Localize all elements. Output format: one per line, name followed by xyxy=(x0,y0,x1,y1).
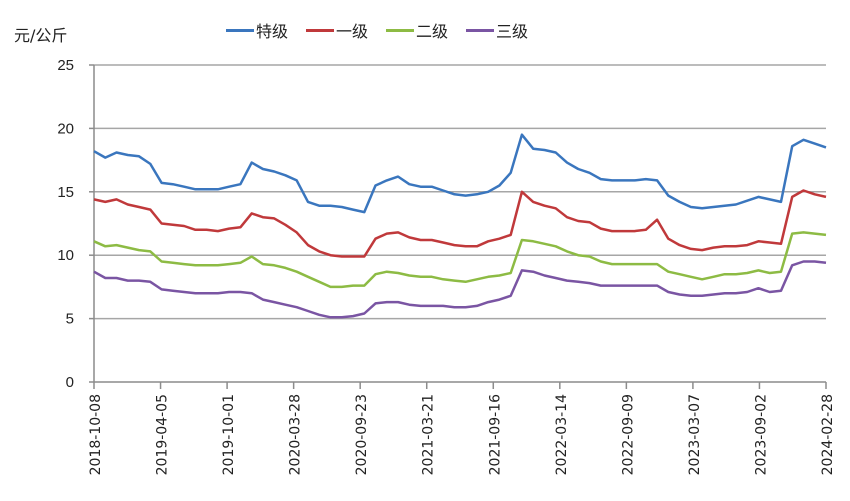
series-lines xyxy=(93,133,827,319)
gridlines xyxy=(94,64,826,320)
legend-label: 二级 xyxy=(416,22,449,41)
x-tick-label: 2019-04-05 xyxy=(155,394,171,475)
y-tick-label: 15 xyxy=(57,184,74,201)
legend-item-special-grade: 特级 xyxy=(226,18,288,42)
legend-label: 一级 xyxy=(336,22,369,41)
y-axis-unit-label: 元/公斤 xyxy=(14,26,68,45)
x-tick-label: 2020-03-28 xyxy=(288,394,304,475)
legend-swatch-icon xyxy=(226,28,254,32)
x-tick-label: 2022-03-14 xyxy=(554,394,570,475)
series-line xyxy=(93,133,827,214)
x-tick-label: 2023-09-02 xyxy=(753,394,769,475)
series-line xyxy=(93,231,827,289)
y-tick-label: 5 xyxy=(66,311,74,328)
legend: 特级 一级 二级 三级 xyxy=(226,18,528,42)
x-tick-label: 2020-09-23 xyxy=(354,394,370,475)
x-axis: 2018-10-08 2019-04-05 2019-10-01 2020-03-28… xyxy=(88,381,836,475)
series-line xyxy=(93,189,827,258)
series-line xyxy=(93,260,827,319)
legend-item-grade-2: 二级 xyxy=(386,18,448,42)
x-tick-label: 2023-03-07 xyxy=(687,394,703,475)
legend-swatch-icon xyxy=(466,28,495,32)
x-tick-label: 2021-03-21 xyxy=(421,394,437,475)
legend-item-grade-1: 一级 xyxy=(306,18,368,42)
legend-item-grade-3: 三级 xyxy=(466,18,528,42)
y-tick-label: 10 xyxy=(57,247,74,264)
x-tick-label: 2024-02-28 xyxy=(820,394,836,475)
x-tick-label: 2022-09-09 xyxy=(620,394,636,475)
x-tick-label: 2018-10-08 xyxy=(88,394,104,475)
y-axis: 0 5 10 15 20 25 xyxy=(57,57,95,391)
legend-swatch-icon xyxy=(386,28,415,32)
y-tick-label: 20 xyxy=(57,120,74,137)
y-tick-label: 0 xyxy=(66,374,74,391)
legend-swatch-icon xyxy=(306,28,335,32)
y-tick-label: 25 xyxy=(57,57,74,74)
legend-label: 三级 xyxy=(496,22,529,41)
legend-label: 特级 xyxy=(256,22,289,41)
x-tick-label: 2021-09-16 xyxy=(487,394,503,475)
x-tick-label: 2019-10-01 xyxy=(221,394,237,475)
